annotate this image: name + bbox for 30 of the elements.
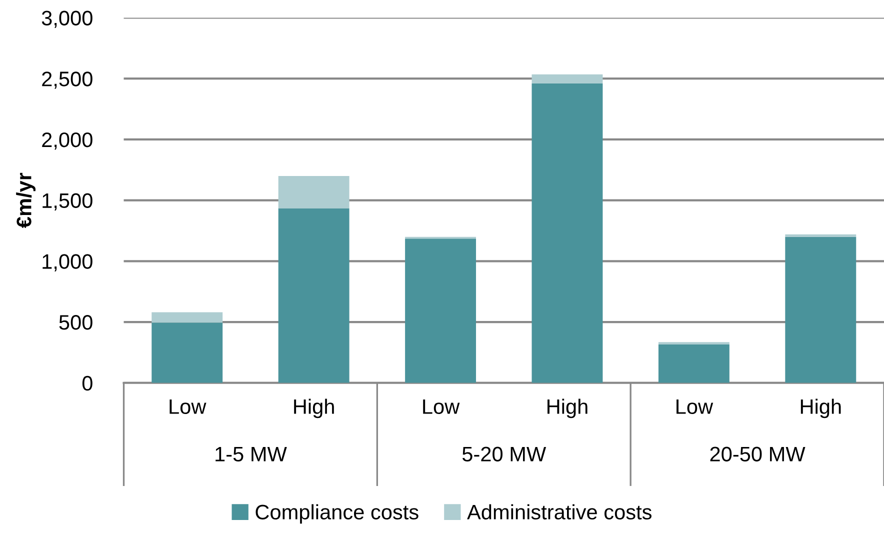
y-tick-label: 1,500 xyxy=(42,193,92,211)
x-tick-label: Low xyxy=(170,399,206,414)
bar xyxy=(785,236,856,383)
bar xyxy=(532,74,603,84)
y-axis-title: €m/yr xyxy=(16,172,36,228)
bar xyxy=(278,208,350,383)
x-tick-label: Low xyxy=(423,399,460,414)
y-tick-label: 500 xyxy=(59,315,92,330)
y-tick-label: 2,500 xyxy=(42,72,92,89)
x-tick-label: High xyxy=(294,398,334,418)
bar xyxy=(785,234,856,237)
x-tick-label: High xyxy=(548,398,588,418)
legend-label: Compliance costs xyxy=(256,504,418,524)
bar xyxy=(278,176,350,208)
bar xyxy=(152,322,223,383)
bar xyxy=(532,83,603,383)
bar xyxy=(658,342,730,345)
bar xyxy=(405,238,476,383)
y-tick-label: 1,000 xyxy=(42,254,92,272)
y-tick-label: 2,000 xyxy=(42,132,92,150)
y-tick-label: 3,000 xyxy=(42,10,92,28)
bar xyxy=(152,312,223,323)
text: 20-50 MW xyxy=(710,446,806,462)
y-tick-label: 0 xyxy=(82,376,92,391)
legend-label: Administrative costs xyxy=(467,504,652,520)
text: 1-5 MW xyxy=(216,446,287,462)
bar xyxy=(658,344,730,383)
text: 5-20 MW xyxy=(462,446,546,462)
x-tick-label: High xyxy=(800,398,841,418)
x-tick-label: Low xyxy=(676,399,714,414)
